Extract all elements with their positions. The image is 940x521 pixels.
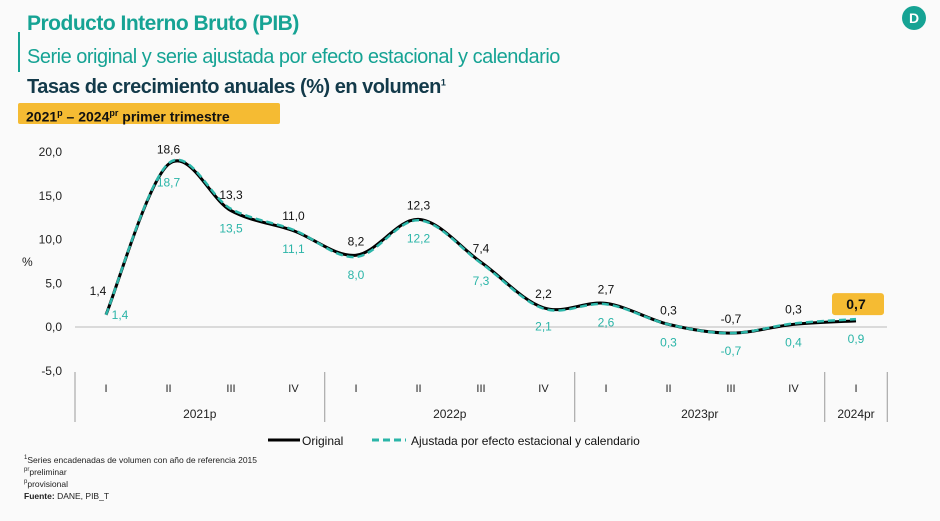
x-tick-label: I <box>354 383 357 395</box>
footnote-2-text: preliminar <box>29 467 67 477</box>
data-label-adjusted: 18,7 <box>157 175 181 189</box>
period-badge: 2021p – 2024pr primer trimestre <box>18 103 280 125</box>
title-accent-bar <box>18 32 20 72</box>
data-label-original: 8,2 <box>348 234 365 248</box>
data-label-original: 12,3 <box>407 198 431 212</box>
footnote-1-sup: 1 <box>24 455 28 462</box>
period-end: – 2024 <box>62 108 110 125</box>
series-line-adjusted <box>104 158 857 335</box>
data-label-adjusted: 0,9 <box>848 332 865 346</box>
x-tick-label: III <box>476 383 485 395</box>
x-tick-label: III <box>726 383 735 395</box>
legend-label-original: Original <box>302 434 343 448</box>
x-tick-label: IV <box>538 383 549 395</box>
x-tick-label: II <box>165 383 171 395</box>
chart-title: Tasas de crecimiento anuales (%) en volu… <box>27 76 446 99</box>
data-label-adjusted: 1,4 <box>112 308 129 322</box>
footnote-1: 1Series encadenadas de volumen con año d… <box>24 455 257 465</box>
source-note: Fuente: DANE, PIB_T <box>24 491 109 501</box>
data-label-adjusted: 2,1 <box>535 320 552 334</box>
data-label-adjusted: 7,3 <box>473 274 490 288</box>
x-tick-label: II <box>415 383 421 395</box>
chart-title-text: Tasas de crecimiento anuales (%) en volu… <box>27 76 441 98</box>
data-label-adjusted: 11,1 <box>282 242 305 256</box>
period-note: primer trimestre <box>118 108 230 125</box>
data-label-adjusted: -0,7 <box>721 344 742 358</box>
footnote-3-sup: p <box>24 479 28 486</box>
x-tick-label: III <box>226 383 235 395</box>
footnote-2-sup: pr <box>24 467 30 474</box>
source-label: Fuente: <box>24 491 55 501</box>
data-label-adjusted: 0,4 <box>785 335 802 349</box>
data-label-adjusted: 8,0 <box>348 268 365 282</box>
data-label-original: 7,4 <box>473 241 490 255</box>
data-label-original: 2,7 <box>598 282 615 296</box>
data-label-adjusted: 12,2 <box>407 231 431 245</box>
data-label-original: 0,3 <box>660 303 677 317</box>
y-tick-label: 10,0 <box>39 233 63 247</box>
data-label-original: 13,3 <box>219 188 243 202</box>
data-label-original: 0,3 <box>785 303 802 317</box>
y-tick-label: 0,0 <box>45 320 62 334</box>
period-start: 2021 <box>26 108 58 125</box>
x-tick-label: IV <box>788 383 799 395</box>
data-label-original: 11,0 <box>282 209 305 223</box>
x-tick-label: IV <box>288 383 299 395</box>
y-tick-label: 5,0 <box>45 276 62 290</box>
data-label-original: 18,6 <box>157 142 181 156</box>
footnote-2: prpreliminar <box>24 467 67 477</box>
period-end-sup: pr <box>109 108 119 118</box>
x-group-label: 2022p <box>433 407 467 421</box>
chart-title-sup: 1 <box>440 77 446 88</box>
y-tick-label: 15,0 <box>39 189 63 203</box>
x-group-label: 2024pr <box>837 407 874 421</box>
x-tick-label: II <box>665 383 671 395</box>
data-label-original: 0,7 <box>846 296 866 312</box>
footnote-3-text: provisional <box>27 479 68 489</box>
y-axis-label: % <box>22 255 33 269</box>
x-tick-label: I <box>604 383 607 395</box>
data-label-original: 2,2 <box>535 287 552 301</box>
x-group-label: 2023pr <box>681 407 718 421</box>
data-label-original: 1,4 <box>90 284 107 298</box>
dane-logo-icon: D <box>902 6 926 30</box>
data-label-adjusted: 0,3 <box>660 335 677 349</box>
data-label-adjusted: 2,6 <box>598 315 615 329</box>
data-label-adjusted: 13,5 <box>219 222 243 236</box>
page-subtitle: Serie original y serie ajustada por efec… <box>27 46 560 68</box>
highlight-badge <box>832 293 884 316</box>
period-start-sup: p <box>57 108 63 118</box>
footnote-1-text: Series encadenadas de volumen con año de… <box>27 455 258 465</box>
x-group-label: 2021p <box>183 407 217 421</box>
y-tick-label: -5,0 <box>41 364 62 378</box>
x-tick-label: I <box>104 383 107 395</box>
footnote-3: pprovisional <box>24 479 68 489</box>
source-text: DANE, PIB_T <box>54 491 110 501</box>
legend-label-adjusted: Ajustada por efecto estacional y calenda… <box>411 434 640 448</box>
x-tick-label: I <box>854 383 857 395</box>
y-tick-label: 20,0 <box>39 145 63 159</box>
page-title: Producto Interno Bruto (PIB) <box>27 12 299 35</box>
data-label-original: -0,7 <box>721 312 742 326</box>
